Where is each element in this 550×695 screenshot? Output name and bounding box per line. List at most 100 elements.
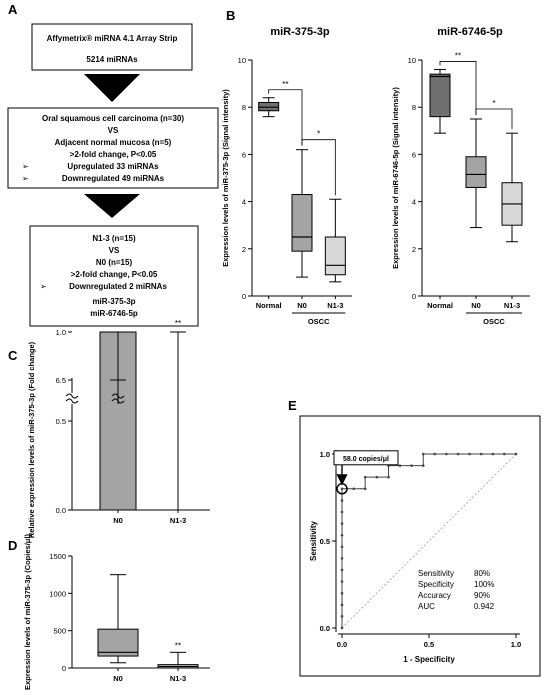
y-axis-label: Relative expression levels of miR-375-3p… bbox=[27, 341, 36, 538]
stat-name: Specificity bbox=[418, 580, 454, 589]
panel-letter-a: A bbox=[8, 2, 18, 17]
chart-roc: 0.0 0.5 1.0 0.0 0.5 1.0 1 - Specificity Sensiti… bbox=[299, 415, 541, 677]
flow-box-2-line4: >2-fold change, P<0.05 bbox=[70, 150, 157, 159]
y-tick-label: 1000 bbox=[49, 589, 66, 598]
roc-point bbox=[340, 557, 344, 560]
chart-copies: 0 500 1000 1500 Expression levels of miR-375… bbox=[23, 534, 210, 690]
flow-bullet-3: ➢ bbox=[40, 282, 47, 291]
x-axis-label: 1 - Specificity bbox=[403, 655, 455, 664]
box bbox=[429, 73, 451, 118]
roc-point bbox=[503, 452, 506, 456]
sig-label: ** bbox=[455, 51, 461, 60]
panel-letter-b: B bbox=[226, 8, 235, 23]
flow-box-3-line5: Downregulated 2 miRNAs bbox=[69, 282, 167, 291]
roc-point bbox=[468, 452, 471, 456]
stat-value: 90% bbox=[474, 591, 490, 600]
sig-bracket bbox=[475, 108, 513, 130]
y-tick-label: 1.0 bbox=[320, 450, 330, 459]
roc-point bbox=[340, 615, 344, 618]
roc-point bbox=[479, 452, 483, 456]
flow-box-3-line1: N1-3 (n=15) bbox=[92, 234, 136, 243]
roc-point bbox=[375, 475, 379, 479]
roc-point bbox=[340, 626, 344, 630]
roc-point bbox=[363, 475, 367, 479]
flowchart: Affymetrix® miRNA 4.1 Array Strip 5214 m… bbox=[7, 23, 219, 327]
roc-point bbox=[340, 522, 344, 525]
roc-point bbox=[456, 452, 460, 456]
flow-arrow-2 bbox=[84, 194, 140, 218]
flow-box-2-line6: Downregulated 49 miRNAs bbox=[62, 174, 165, 183]
y-tick-label: 2 bbox=[412, 245, 416, 254]
cutoff-label-box bbox=[333, 450, 399, 466]
y-tick-label: 500 bbox=[53, 627, 66, 636]
x-tick-label: N1-3 bbox=[504, 301, 520, 310]
roc-point bbox=[340, 487, 344, 491]
y-tick-label: 0 bbox=[62, 664, 66, 673]
y-tick-label: 8 bbox=[412, 103, 416, 112]
x-tick-label: N1-3 bbox=[170, 674, 186, 683]
x-tick-label: N1-3 bbox=[327, 301, 343, 310]
flow-box-3-line6: miR-375-3p bbox=[92, 297, 135, 306]
roc-point bbox=[514, 452, 518, 456]
roc-point bbox=[433, 452, 437, 456]
panel-letter-c: C bbox=[8, 348, 18, 363]
axis-break-mark bbox=[65, 393, 79, 404]
x-tick-label: Normal bbox=[256, 301, 282, 310]
roc-point bbox=[410, 464, 413, 467]
y-axis-label: Expression levels of miR-375-3p (Signal … bbox=[221, 89, 230, 267]
roc-point bbox=[363, 487, 367, 491]
y-tick-label: 1.0 bbox=[56, 328, 66, 337]
roc-point bbox=[340, 568, 344, 572]
flow-box-2 bbox=[7, 107, 219, 189]
x-tick-label: N0 bbox=[297, 301, 307, 310]
panel-letter-e: E bbox=[288, 398, 297, 413]
x-tick-label: N1-3 bbox=[170, 516, 186, 525]
box bbox=[291, 194, 313, 252]
roc-point bbox=[340, 533, 344, 537]
roc-point bbox=[340, 545, 344, 549]
roc-point bbox=[445, 452, 448, 456]
y-tick-label: 10 bbox=[238, 56, 246, 65]
stat-value: 80% bbox=[474, 569, 490, 578]
sig-bracket bbox=[439, 61, 477, 115]
reference-diagonal bbox=[341, 453, 517, 629]
chart-mir375-microarray: miR-375-3p 0 2 4 6 8 10 Expression levels of mi… bbox=[221, 26, 352, 326]
flow-arrow-1 bbox=[84, 74, 140, 102]
sig-label: * bbox=[317, 130, 320, 139]
error-break-mark bbox=[111, 393, 125, 404]
y-tick-label: 4 bbox=[242, 198, 246, 207]
y-tick-label: 4 bbox=[412, 198, 416, 207]
y-axis-label: Expression levels of miR-375-3p (Copies/… bbox=[23, 534, 32, 690]
roc-point bbox=[340, 603, 344, 607]
flow-box-3-line2: VS bbox=[109, 246, 120, 255]
box bbox=[465, 156, 487, 188]
roc-point bbox=[387, 475, 390, 479]
box bbox=[324, 236, 346, 276]
roc-point bbox=[340, 591, 344, 595]
x-tick-label: N0 bbox=[113, 674, 123, 683]
y-axis-label: Sensitivity bbox=[309, 520, 318, 561]
x-tick-label: N0 bbox=[113, 516, 123, 525]
flow-box-2-line3: Adjacent normal mucosa (n=5) bbox=[55, 138, 172, 147]
y-tick-label: 0 bbox=[242, 292, 246, 301]
x-tick-label: 1.0 bbox=[511, 640, 521, 649]
stat-name: AUC bbox=[418, 602, 435, 611]
x-tick-label: N0 bbox=[471, 301, 481, 310]
flow-box-1-line1: Affymetrix® miRNA 4.1 Array Strip bbox=[47, 34, 178, 43]
roc-point bbox=[491, 452, 495, 456]
y-tick-label: 0.5 bbox=[320, 537, 330, 546]
panel-frame bbox=[299, 415, 541, 677]
roc-point bbox=[421, 452, 425, 456]
group-label: OSCC bbox=[483, 317, 505, 326]
flow-box-1-line2: 5214 miRNAs bbox=[86, 55, 138, 64]
y-tick-label: 2 bbox=[242, 245, 246, 254]
roc-point bbox=[352, 487, 355, 491]
y-tick-label: 0.5 bbox=[56, 417, 66, 426]
group-label: OSCC bbox=[308, 317, 330, 326]
roc-point bbox=[398, 464, 402, 467]
stat-value: 100% bbox=[474, 580, 494, 589]
sig-label: * bbox=[492, 99, 495, 108]
y-tick-label: 0.0 bbox=[56, 506, 66, 515]
y-axis-label: Expression levels of miR-6746-5p (Signal… bbox=[391, 87, 400, 269]
